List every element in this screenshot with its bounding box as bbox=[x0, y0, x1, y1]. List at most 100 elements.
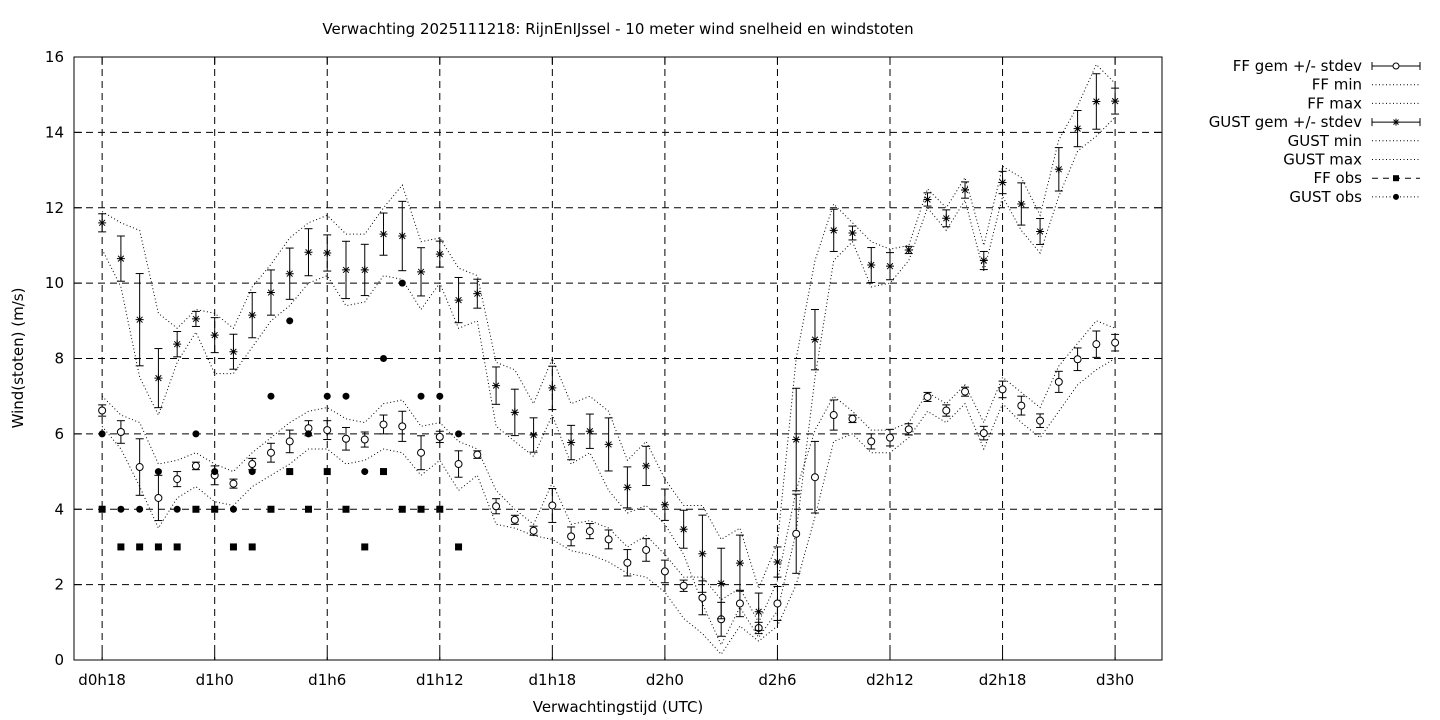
y-tick-label: 8 bbox=[54, 350, 64, 368]
gust-mean-point bbox=[379, 230, 388, 239]
gust-mean-point bbox=[998, 178, 1007, 187]
gust-mean-point bbox=[135, 315, 144, 324]
legend-marker bbox=[1393, 175, 1399, 182]
gust-mean-point bbox=[923, 195, 932, 204]
ff-mean-point bbox=[191, 461, 200, 470]
gust-obs-point bbox=[267, 392, 275, 400]
ff-obs-point bbox=[323, 468, 331, 476]
gust-mean-point bbox=[510, 408, 519, 417]
ff-obs-point bbox=[154, 543, 162, 551]
x-tick-label: d1h6 bbox=[308, 671, 346, 689]
gust-mean-point bbox=[454, 296, 463, 305]
ff-mean-point bbox=[379, 420, 388, 429]
gust-mean-point bbox=[1054, 165, 1063, 174]
gust-mean-point bbox=[548, 383, 557, 392]
ff-mean-point bbox=[979, 429, 988, 438]
gust-mean-point bbox=[1017, 199, 1026, 208]
ff-mean-point bbox=[398, 422, 407, 431]
gust-obs-point bbox=[417, 392, 425, 400]
gust-obs-point bbox=[229, 505, 237, 513]
gust-mean-point bbox=[829, 226, 838, 235]
ff-mean-point bbox=[604, 535, 613, 544]
gust-mean-point bbox=[304, 248, 313, 257]
y-tick-label: 12 bbox=[45, 199, 64, 217]
gust-mean-point bbox=[979, 256, 988, 265]
legend-label: GUST min bbox=[1288, 132, 1362, 150]
x-tick-label: d2h18 bbox=[979, 671, 1027, 689]
y-axis-label: Wind(stoten) (m/s) bbox=[9, 288, 27, 429]
y-tick-label: 14 bbox=[45, 123, 64, 141]
ff-obs-point bbox=[211, 505, 219, 513]
ff-mean-point bbox=[585, 527, 594, 536]
ff-mean-point bbox=[173, 475, 182, 484]
gust-obs-point bbox=[436, 392, 444, 400]
gust-obs-point bbox=[248, 468, 256, 476]
chart-title: Verwachting 2025111218: RijnEnIJssel - 1… bbox=[322, 20, 913, 38]
ff-mean-point bbox=[698, 593, 707, 602]
ff-mean-point bbox=[848, 414, 857, 423]
ff-obs-point bbox=[398, 505, 406, 513]
data-series bbox=[98, 73, 1120, 637]
gust-mean-point bbox=[942, 214, 951, 223]
ff-mean-point bbox=[998, 385, 1007, 394]
ff-obs-point bbox=[304, 505, 312, 513]
gust-mean-point bbox=[567, 438, 576, 447]
ff-mean-point bbox=[435, 432, 444, 441]
y-tick-label: 4 bbox=[54, 500, 64, 518]
ff-mean-point bbox=[1092, 340, 1101, 349]
gust-mean-point bbox=[698, 549, 707, 558]
legend-label: FF obs bbox=[1313, 169, 1362, 187]
ff-mean-point bbox=[492, 502, 501, 511]
x-tick-label: d3h0 bbox=[1096, 671, 1134, 689]
gust-mean-point bbox=[585, 427, 594, 436]
gust-mean-point bbox=[1036, 227, 1045, 236]
ff-mean-point bbox=[904, 425, 913, 434]
gust-mean-point bbox=[360, 265, 369, 274]
ff-mean-point bbox=[773, 599, 782, 608]
gust-mean-point bbox=[529, 431, 538, 440]
x-tick-label: d2h12 bbox=[866, 671, 914, 689]
ff-obs-point bbox=[455, 543, 463, 551]
gust-mean-point bbox=[285, 269, 294, 278]
gust-mean-point bbox=[660, 500, 669, 509]
ff-obs-point bbox=[380, 468, 388, 476]
ff-obs-point bbox=[361, 543, 369, 551]
gust-mean-point bbox=[342, 265, 350, 274]
legend-label: FF min bbox=[1312, 76, 1362, 94]
ff-mean-point bbox=[154, 493, 163, 502]
ff-mean-point bbox=[529, 526, 538, 535]
gust-obs-point bbox=[154, 468, 162, 476]
gust-mean-point bbox=[886, 262, 894, 271]
gust-mean-point bbox=[1111, 97, 1120, 106]
gust-mean-point bbox=[961, 186, 970, 195]
gust-obs-point bbox=[361, 468, 369, 476]
ff-obs-point bbox=[248, 543, 256, 551]
ff-mean-point bbox=[116, 427, 125, 436]
gust-min-line bbox=[101, 116, 1116, 647]
ff-mean-point bbox=[98, 406, 107, 415]
grid bbox=[74, 57, 1162, 660]
ff-mean-point bbox=[867, 437, 876, 446]
gust-mean-point bbox=[266, 288, 275, 297]
ff-mean-point bbox=[810, 473, 819, 482]
gust-obs-point bbox=[117, 505, 125, 513]
gust-mean-point bbox=[735, 559, 744, 568]
x-tick-label: d2h6 bbox=[758, 671, 796, 689]
ff-mean-point bbox=[1054, 377, 1063, 386]
ff-mean-point bbox=[360, 435, 369, 444]
ff-mean-point bbox=[567, 532, 576, 541]
ff-mean-point bbox=[342, 434, 350, 443]
ff-mean-point bbox=[323, 426, 332, 435]
gust-mean-point bbox=[604, 440, 613, 449]
y-tick-label: 10 bbox=[45, 274, 64, 292]
ff-mean-point bbox=[1073, 355, 1082, 364]
gust-mean-point bbox=[1073, 124, 1082, 133]
gust-obs-point bbox=[98, 430, 106, 438]
ff-mean-point bbox=[642, 545, 651, 554]
y-tick-label: 6 bbox=[54, 425, 64, 443]
gust-mean-point bbox=[435, 250, 444, 259]
gust-mean-point bbox=[1092, 97, 1101, 106]
gust-mean-point bbox=[417, 267, 426, 276]
